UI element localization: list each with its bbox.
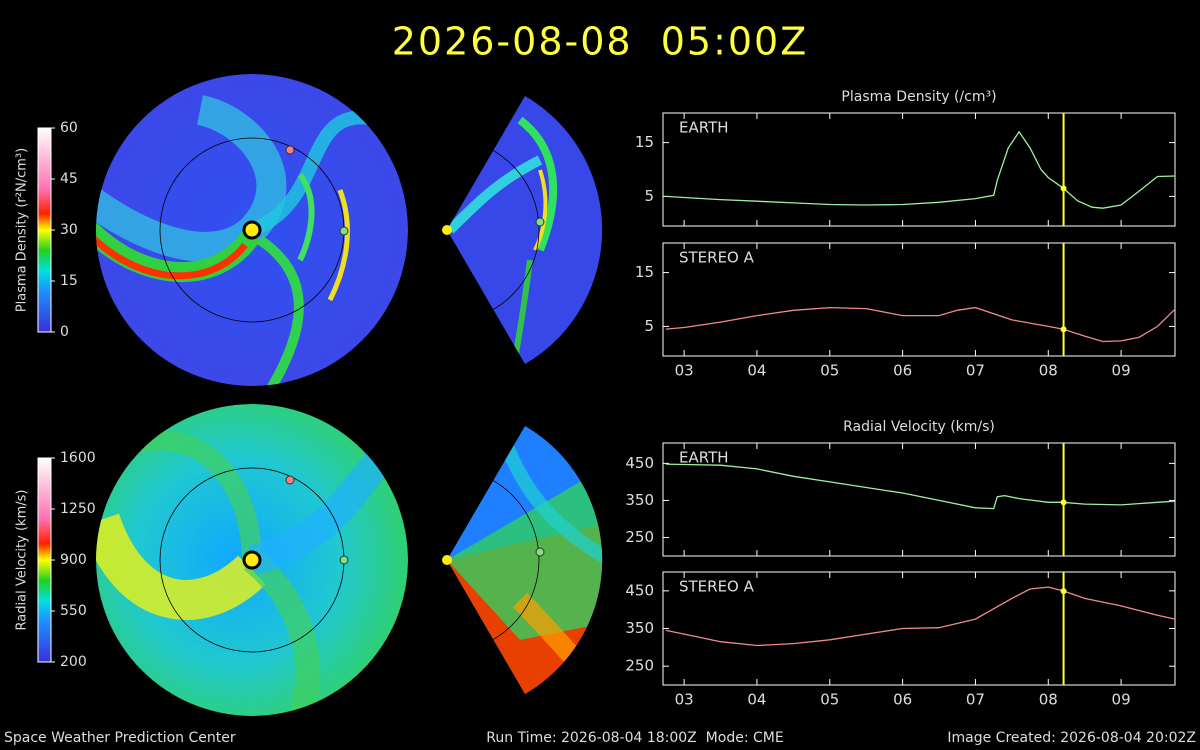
x-tick-label: 04 (747, 362, 766, 380)
colorbar-tick-label: 550 (60, 603, 87, 619)
y-tick-label: 15 (635, 263, 654, 281)
velocity-disk (96, 404, 408, 716)
time-title: 2026-08-08 05:00Z (392, 20, 809, 64)
y-tick-label: 250 (625, 528, 654, 546)
series-line (665, 306, 1176, 343)
x-tick-label: 04 (747, 691, 766, 709)
x-tick-label: 05 (820, 362, 839, 380)
series-label: STEREO A (679, 578, 755, 596)
colorbar-label: Plasma Density (r²N/cm³) (15, 148, 30, 312)
series-label: STEREO A (679, 249, 755, 267)
y-tick-label: 350 (625, 491, 654, 509)
x-tick-label: 08 (1039, 362, 1058, 380)
time-marker-dot (1060, 588, 1067, 595)
x-tick-label: 09 (1112, 362, 1131, 380)
density-disk (96, 74, 408, 386)
x-tick-label: 03 (675, 362, 694, 380)
x-tick-label: 06 (893, 691, 912, 709)
colorbar-tick-label: 0 (60, 324, 69, 340)
colorbar-tick-label: 200 (60, 654, 87, 670)
series-label: EARTH (679, 449, 729, 467)
sun-marker (442, 555, 452, 565)
colorbar-label: Radial Velocity (km/s) (15, 490, 30, 631)
y-tick-label: 5 (644, 317, 654, 335)
panel-title: Radial Velocity (km/s) (843, 419, 995, 435)
footer-right: Image Created: 2026-08-04 20:02Z (947, 730, 1196, 746)
time-marker-dot (1060, 326, 1067, 333)
colorbar-tick-label: 60 (60, 120, 78, 136)
series-label: EARTH (679, 119, 729, 137)
series-line (665, 586, 1176, 647)
x-tick-label: 07 (966, 691, 985, 709)
x-tick-label: 07 (966, 362, 985, 380)
series-line (665, 463, 1176, 510)
colorbar-tick-label: 45 (60, 171, 78, 187)
sun-marker (442, 225, 452, 235)
time-marker-dot (1060, 499, 1067, 506)
x-tick-label: 06 (893, 362, 912, 380)
plot-frame (662, 442, 1176, 557)
plot-frame (662, 242, 1176, 357)
colorbar (37, 457, 52, 663)
series-line (665, 130, 1176, 209)
plot-frame (662, 112, 1176, 227)
y-tick-label: 350 (625, 619, 654, 637)
y-tick-label: 250 (625, 657, 654, 675)
y-tick-label: 15 (635, 133, 654, 151)
y-tick-label: 450 (625, 454, 654, 472)
y-tick-label: 450 (625, 581, 654, 599)
colorbar (37, 127, 52, 333)
x-tick-label: 08 (1039, 691, 1058, 709)
footer-middle: Run Time: 2026-08-04 18:00Z Mode: CME (486, 730, 783, 746)
colorbar-tick-label: 900 (60, 552, 87, 568)
footer-left: Space Weather Prediction Center (4, 730, 236, 746)
colorbar-tick-label: 15 (60, 273, 78, 289)
time-marker-dot (1060, 185, 1067, 192)
x-tick-label: 03 (675, 691, 694, 709)
colorbar-tick-label: 30 (60, 222, 78, 238)
panel-title: Plasma Density (/cm³) (841, 89, 996, 105)
x-tick-label: 05 (820, 691, 839, 709)
colorbar-tick-label: 1250 (60, 501, 96, 517)
x-tick-label: 09 (1112, 691, 1131, 709)
colorbar-tick-label: 1600 (60, 450, 96, 466)
y-tick-label: 5 (644, 187, 654, 205)
